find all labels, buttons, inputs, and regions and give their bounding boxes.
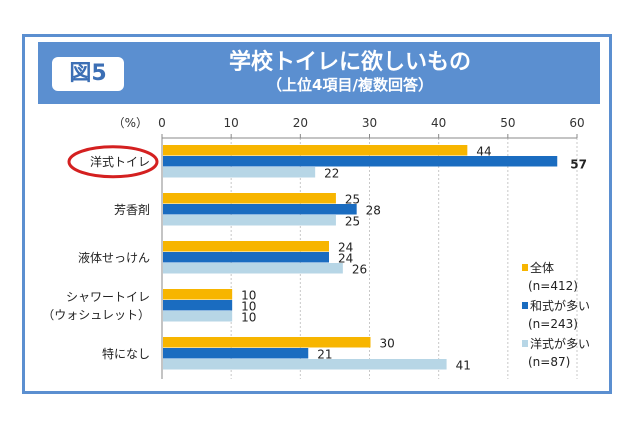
data-label: 10	[241, 311, 256, 325]
data-label: 22	[324, 167, 339, 181]
x-tick-label: 30	[362, 116, 377, 130]
bar	[163, 263, 343, 274]
data-label: 30	[380, 337, 395, 351]
bar	[163, 145, 468, 156]
figure-label: 図5	[52, 57, 124, 91]
legend-label: 和式が多い	[530, 298, 590, 313]
data-label: 24	[338, 241, 353, 255]
category-label: 特になし	[102, 346, 150, 361]
bar	[163, 359, 447, 370]
legend-label: 全体	[530, 260, 554, 275]
bar	[163, 289, 233, 300]
legend-n: (n=87)	[528, 355, 570, 369]
data-label: 25	[345, 215, 360, 229]
category-label: 洋式トイレ	[90, 154, 150, 169]
data-label: 26	[352, 263, 367, 277]
category-label: 芳香剤	[114, 202, 150, 217]
unit-label: （%）	[113, 116, 148, 130]
category-label: （ウォシュレット）	[42, 308, 150, 322]
bar	[163, 204, 357, 215]
x-tick-label: 50	[500, 116, 515, 130]
legend-swatch	[522, 264, 528, 271]
x-tick-label: 40	[431, 116, 446, 130]
data-label: 21	[317, 348, 332, 362]
highlight-circle	[67, 145, 159, 179]
title-band	[38, 42, 600, 104]
data-label: 57	[570, 158, 587, 172]
bar	[163, 252, 329, 263]
legend-n: (n=243)	[528, 317, 578, 331]
bar	[163, 167, 316, 178]
bar	[163, 337, 371, 348]
data-label: 28	[366, 204, 381, 218]
category-label: 液体せっけん	[78, 250, 150, 265]
x-tick-label: 60	[569, 116, 584, 130]
data-label: 41	[456, 359, 471, 373]
x-tick-label: 20	[293, 116, 308, 130]
category-label: シャワートイレ	[66, 290, 150, 304]
legend-label: 洋式が多い	[530, 336, 590, 351]
chart-subtitle: （上位4項目/複数回答）	[267, 76, 433, 94]
legend-swatch	[522, 340, 528, 347]
legend-swatch	[522, 302, 528, 309]
bar	[163, 348, 309, 359]
x-tick-label: 10	[224, 116, 239, 130]
data-label: 25	[345, 193, 360, 207]
data-label: 10	[241, 289, 256, 303]
data-label: 10	[241, 300, 256, 314]
bar	[163, 241, 329, 252]
data-label: 24	[338, 252, 353, 266]
legend-n: (n=412)	[528, 279, 578, 293]
bar	[163, 300, 233, 311]
bar	[163, 311, 233, 322]
data-label: 44	[476, 145, 491, 159]
bar	[163, 156, 558, 167]
bar	[163, 215, 336, 226]
chart-title: 学校トイレに欲しいもの	[228, 50, 471, 75]
x-tick-label: 0	[158, 116, 166, 130]
bar	[163, 193, 336, 204]
